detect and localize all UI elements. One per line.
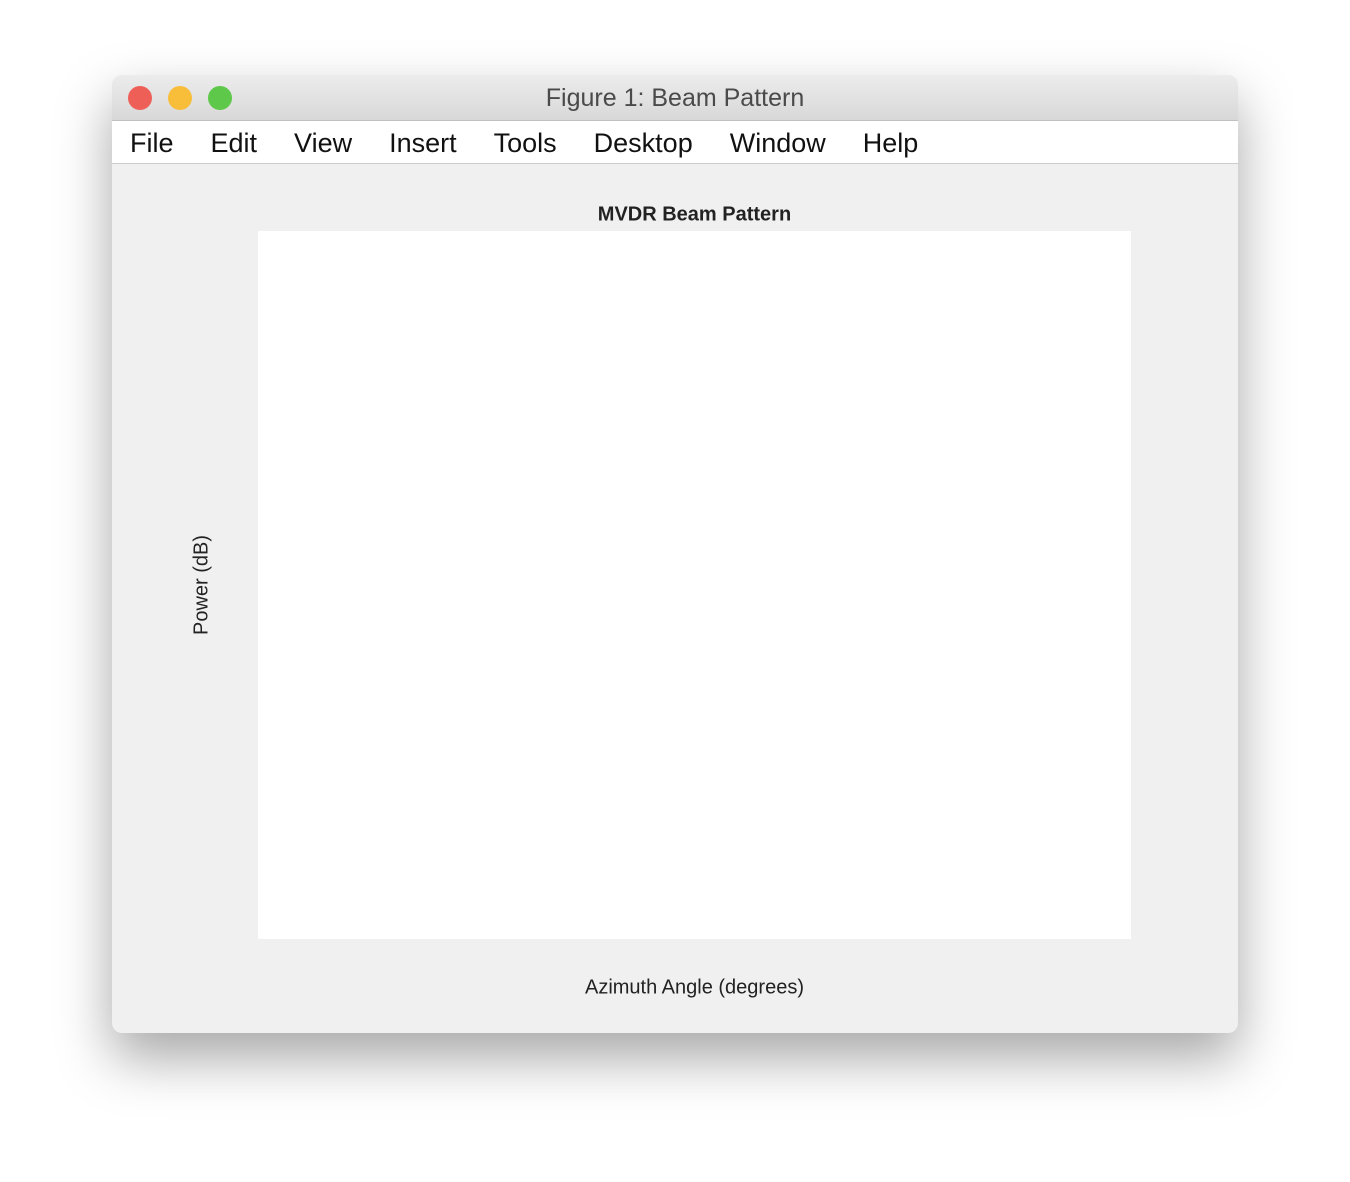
menu-item[interactable]: File (130, 128, 174, 158)
menu-item[interactable]: Insert (389, 128, 457, 158)
menu-item[interactable]: Edit (210, 128, 258, 158)
menu-bar: File Edit View Insert Tools Desktop Window Help (112, 121, 1238, 164)
plot-area (258, 231, 1131, 939)
menu-item[interactable]: Desktop (593, 128, 693, 158)
window-title: Figure 1: Beam Pattern (545, 84, 805, 112)
close-button[interactable] (128, 86, 152, 110)
menu-item[interactable]: Tools (493, 128, 557, 158)
menu-item[interactable]: Window (729, 128, 826, 158)
minimize-button[interactable] (168, 86, 192, 110)
title-bar: Figure 1: Beam Pattern (112, 75, 1238, 121)
zoom-button[interactable] (208, 86, 232, 110)
menu-item[interactable]: Help (862, 128, 919, 158)
y-axis-label: Power (dB) (190, 535, 212, 635)
x-axis-label: Azimuth Angle (degrees) (585, 976, 804, 998)
menu-item[interactable]: View (294, 128, 353, 158)
chart-title: MVDR Beam Pattern (598, 203, 791, 225)
